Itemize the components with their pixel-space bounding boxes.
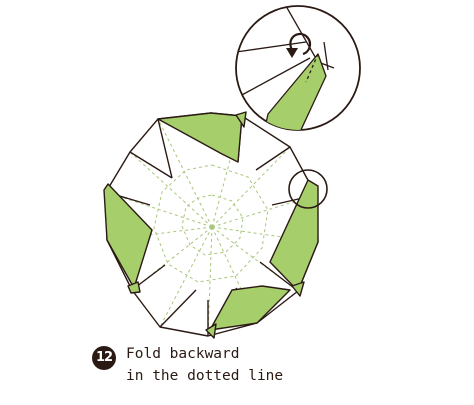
zoom-flap (263, 53, 327, 130)
flap-right-tip (291, 281, 305, 297)
flap-bottom-tip (205, 323, 217, 339)
flap-top (157, 112, 243, 163)
arrow-head-icon (286, 48, 298, 58)
flap-left-tip (127, 281, 141, 294)
instruction-line-2: in the dotted line (126, 368, 284, 384)
flap-left (103, 183, 153, 289)
fold-backward-arrow-icon (289, 32, 312, 56)
step-number-badge: 12 (92, 346, 116, 370)
flap-top-tip (235, 111, 247, 128)
instruction-line-1: Fold backward (126, 346, 240, 362)
zoom-circle-small (288, 169, 328, 209)
zoom-detail (235, 5, 361, 131)
origami-model (103, 111, 319, 339)
flap-bottom (209, 285, 291, 331)
